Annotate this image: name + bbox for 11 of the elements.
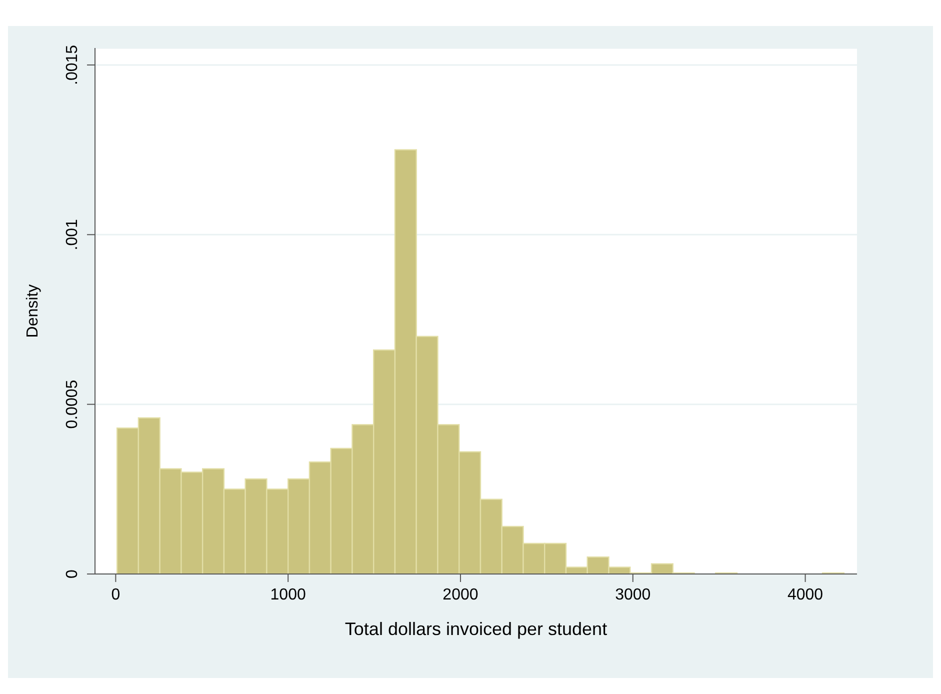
- y-tick-label: 0: [64, 569, 81, 578]
- x-axis-title: Total dollars invoiced per student: [344, 618, 608, 639]
- x-tick-label: 1000: [270, 586, 306, 604]
- x-tick-label: 2000: [442, 586, 478, 604]
- y-tick-label: .0015: [64, 44, 81, 85]
- x-tick-label: 0: [111, 586, 120, 604]
- x-tick-label: 4000: [787, 586, 824, 604]
- y-tick-label: 0.0005: [64, 380, 81, 429]
- y-tick-label: .001: [64, 218, 81, 250]
- y-axis-title: Density: [24, 284, 42, 338]
- x-tick-label: 3000: [615, 586, 651, 604]
